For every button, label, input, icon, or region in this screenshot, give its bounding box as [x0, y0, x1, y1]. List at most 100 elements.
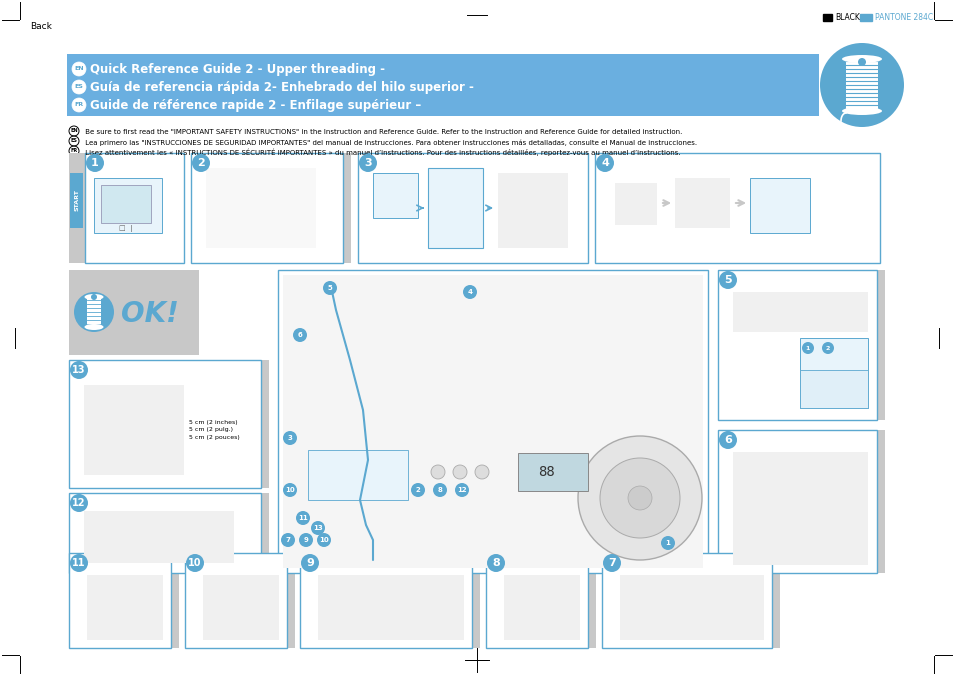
Text: Quick Reference Guide 2 - Upper threading -: Quick Reference Guide 2 - Upper threadin… — [90, 63, 385, 76]
Bar — [84, 511, 233, 563]
Text: 11: 11 — [297, 515, 308, 521]
Text: 9: 9 — [306, 558, 314, 568]
Text: 1: 1 — [805, 346, 809, 350]
Circle shape — [298, 533, 313, 547]
Bar — [718, 430, 884, 573]
Bar — [497, 173, 567, 248]
Bar — [485, 553, 587, 648]
Bar — [191, 153, 343, 263]
Text: 2: 2 — [197, 158, 205, 168]
Bar — [299, 553, 479, 648]
Bar — [357, 153, 587, 263]
Text: 13: 13 — [313, 525, 322, 531]
Circle shape — [596, 154, 614, 172]
Circle shape — [719, 431, 737, 449]
Circle shape — [311, 521, 325, 535]
Bar — [732, 452, 867, 565]
Text: 5 cm (2 inches)
5 cm (2 pulg.)
5 cm (2 pouces): 5 cm (2 inches) 5 cm (2 pulg.) 5 cm (2 p… — [189, 420, 239, 440]
Ellipse shape — [841, 55, 882, 63]
Text: 5: 5 — [327, 285, 332, 291]
Text: 13: 13 — [72, 365, 86, 375]
Bar — [845, 59, 877, 111]
Bar — [70, 173, 83, 228]
Bar — [87, 575, 163, 640]
Bar — [601, 553, 771, 648]
Text: 1: 1 — [91, 158, 99, 168]
Circle shape — [71, 80, 86, 94]
Bar — [822, 14, 831, 21]
Bar — [800, 370, 867, 408]
Circle shape — [283, 483, 296, 497]
Circle shape — [281, 533, 294, 547]
Text: Lisez attentivement les « INSTRUCTIONS DE SÉCURITÉ IMPORTANTES » du manuel d’ins: Lisez attentivement les « INSTRUCTIONS D… — [83, 149, 679, 157]
Circle shape — [91, 294, 97, 300]
Circle shape — [821, 342, 833, 354]
Bar — [101, 185, 151, 223]
Circle shape — [293, 328, 307, 342]
Bar — [87, 297, 101, 327]
Bar — [283, 275, 702, 568]
Text: 12: 12 — [72, 498, 86, 508]
Circle shape — [74, 292, 113, 332]
Bar — [69, 270, 199, 355]
Circle shape — [431, 465, 444, 479]
Text: 7: 7 — [607, 558, 616, 568]
Bar — [69, 360, 269, 488]
Bar — [595, 153, 879, 263]
Bar — [69, 493, 269, 573]
Text: Be sure to first read the "IMPORTANT SAFETY INSTRUCTIONS" in the Instruction and: Be sure to first read the "IMPORTANT SAF… — [83, 129, 681, 135]
Circle shape — [486, 554, 504, 572]
Bar — [601, 553, 780, 648]
Text: □  |: □ | — [119, 225, 132, 232]
Text: ES: ES — [74, 84, 83, 90]
Bar — [718, 270, 884, 420]
Text: 88: 88 — [537, 465, 554, 479]
Bar — [749, 178, 809, 233]
Ellipse shape — [85, 294, 103, 300]
Text: 10: 10 — [188, 558, 201, 568]
Circle shape — [323, 281, 336, 295]
Bar — [428, 168, 482, 248]
Text: EN: EN — [71, 128, 78, 134]
Text: 12: 12 — [456, 487, 466, 493]
Bar — [69, 493, 261, 573]
Bar — [718, 430, 876, 573]
Text: ES: ES — [71, 138, 77, 144]
Text: Back: Back — [30, 22, 51, 31]
Text: 11: 11 — [72, 558, 86, 568]
Bar — [69, 153, 184, 263]
Circle shape — [301, 554, 318, 572]
Circle shape — [599, 458, 679, 538]
Bar — [85, 153, 184, 263]
Bar — [185, 553, 294, 648]
Text: 9: 9 — [303, 537, 308, 543]
Text: FR: FR — [74, 103, 84, 107]
Text: START: START — [74, 189, 79, 211]
Text: 3: 3 — [364, 158, 372, 168]
Text: 2: 2 — [416, 487, 420, 493]
Circle shape — [316, 533, 331, 547]
Bar — [185, 553, 287, 648]
Bar — [732, 292, 867, 332]
Circle shape — [411, 483, 424, 497]
Text: 6: 6 — [723, 435, 731, 445]
Text: 8: 8 — [437, 487, 442, 493]
Ellipse shape — [841, 107, 882, 115]
Ellipse shape — [85, 324, 103, 330]
Text: 6: 6 — [297, 332, 302, 338]
Bar — [485, 553, 596, 648]
Bar — [373, 173, 417, 218]
Bar — [503, 575, 579, 640]
Circle shape — [453, 465, 467, 479]
Bar — [308, 450, 408, 500]
Bar — [299, 553, 472, 648]
Circle shape — [602, 554, 620, 572]
Circle shape — [358, 154, 376, 172]
Text: Lea primero las "INSTRUCCIONES DE SEGURIDAD IMPORTANTES" del manual de instrucci: Lea primero las "INSTRUCCIONES DE SEGURI… — [83, 139, 697, 146]
Circle shape — [857, 58, 865, 66]
Circle shape — [433, 483, 447, 497]
Circle shape — [295, 511, 310, 525]
Text: FR: FR — [71, 148, 77, 153]
Circle shape — [578, 436, 701, 560]
Circle shape — [462, 285, 476, 299]
